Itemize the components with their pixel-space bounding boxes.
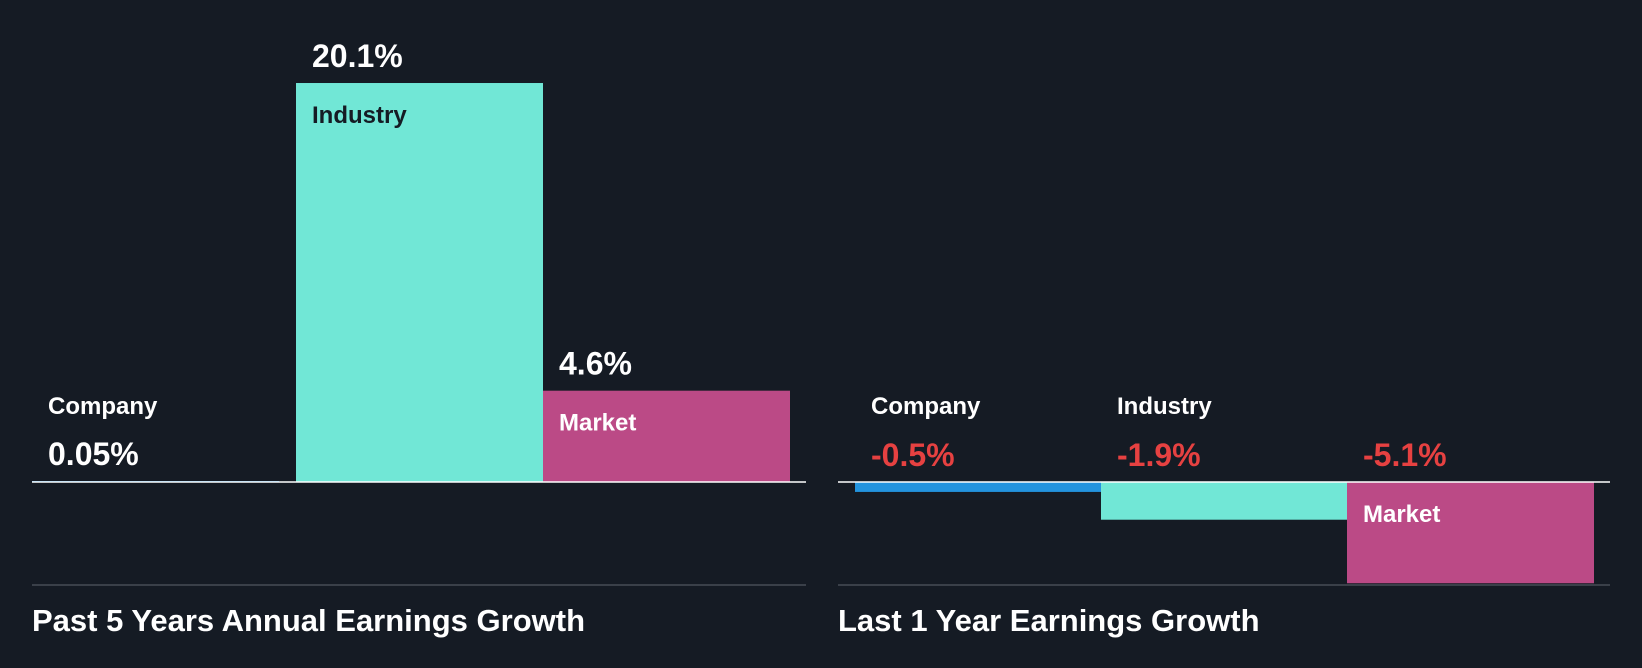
bar-past-5y-industry — [296, 83, 543, 482]
bar-past-5y-market — [543, 390, 790, 482]
value-label-past-5y-industry: 20.1% — [312, 38, 403, 74]
value-label-last-1y-company: -0.5% — [871, 437, 955, 473]
value-label-past-5y-market: 4.6% — [559, 346, 632, 382]
chart-title-past-5-years: Past 5 Years Annual Earnings Growth — [32, 603, 586, 638]
chart-title-last-1-year: Last 1 Year Earnings Growth — [838, 603, 1260, 638]
value-label-last-1y-market: -5.1% — [1363, 437, 1447, 473]
category-label-past-5y-company: Company — [48, 393, 158, 420]
bar-last-1y-industry — [1101, 482, 1348, 520]
category-label-past-5y-industry: Industry — [312, 102, 407, 129]
value-label-last-1y-industry: -1.9% — [1117, 437, 1201, 473]
category-label-last-1y-industry: Industry — [1117, 393, 1212, 420]
value-label-past-5y-company: 0.05% — [48, 436, 139, 472]
category-label-past-5y-market: Market — [559, 410, 636, 437]
bar-last-1y-market — [1347, 482, 1594, 584]
category-label-last-1y-market: Market — [1363, 501, 1440, 528]
bar-last-1y-company — [855, 482, 1102, 492]
category-label-last-1y-company: Company — [871, 393, 981, 420]
